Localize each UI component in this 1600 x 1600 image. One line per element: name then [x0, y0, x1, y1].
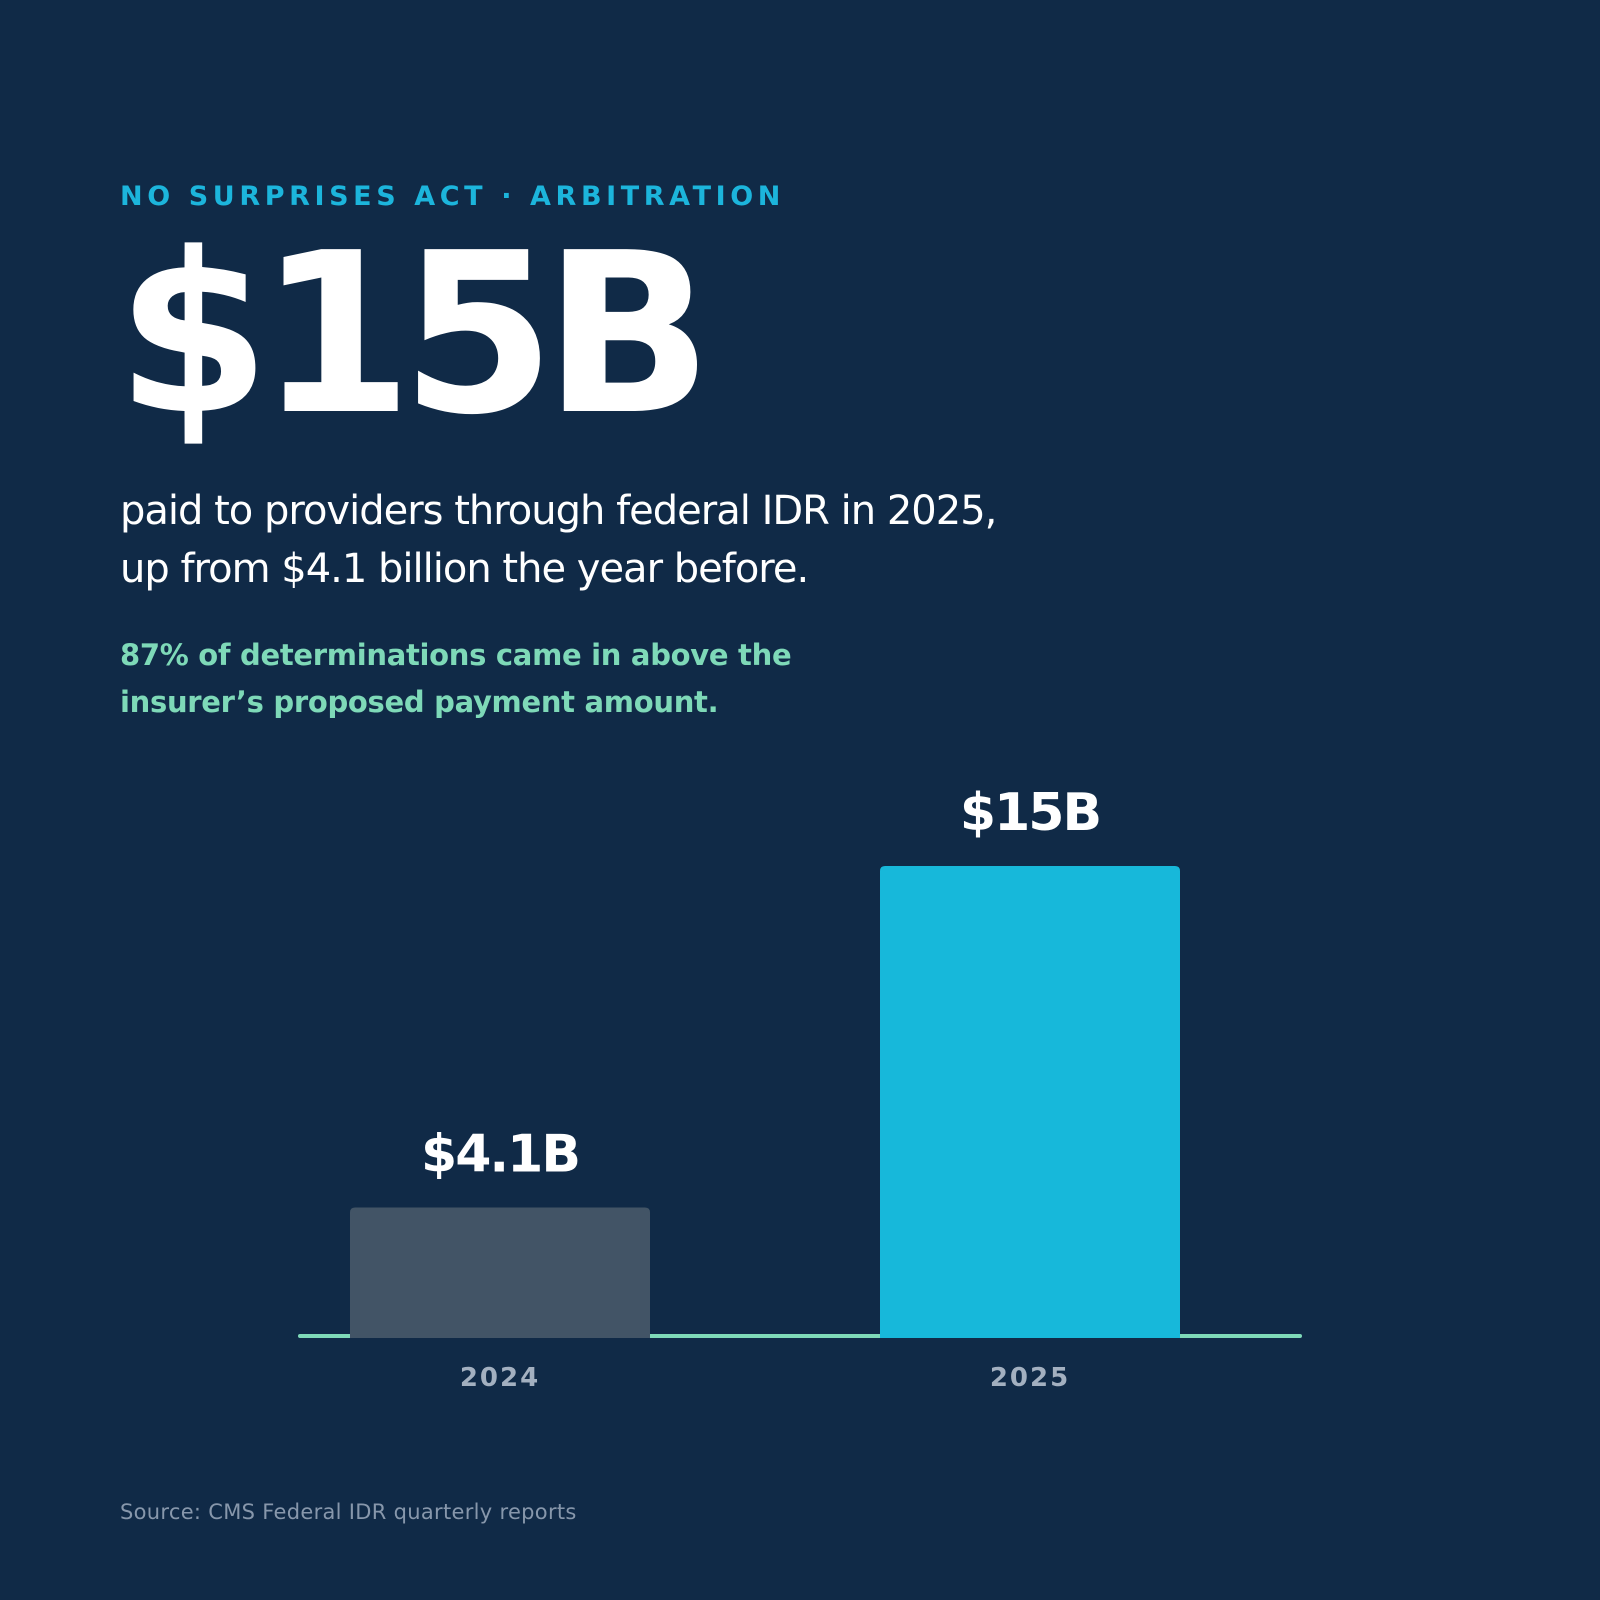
data-label-2024: $4.1B	[421, 1125, 579, 1185]
source-note: Source: CMS Federal IDR quarterly report…	[120, 1500, 577, 1524]
subtitle: paid to providers through federal IDR in…	[120, 482, 997, 598]
x-tick-label-2025: 2025	[990, 1363, 1070, 1393]
subtitle-line-1: paid to providers through federal IDR in…	[120, 488, 997, 534]
highlight-line-2: insurer’s proposed payment amount.	[120, 685, 719, 719]
data-label-2025: $15B	[960, 783, 1100, 843]
subtitle-line-2: up from $4.1 billion the year before.	[120, 546, 809, 592]
bar-2024	[350, 1207, 650, 1338]
headline-figure: $15B	[116, 206, 713, 464]
x-tick-label-2024: 2024	[460, 1363, 540, 1393]
bar-2025	[880, 866, 1180, 1338]
highlight-stat: 87% of determinations came in above the …	[120, 632, 792, 726]
eyebrow-label: NO SURPRISES ACT · ARBITRATION	[120, 181, 785, 212]
highlight-line-1: 87% of determinations came in above the	[120, 638, 792, 672]
